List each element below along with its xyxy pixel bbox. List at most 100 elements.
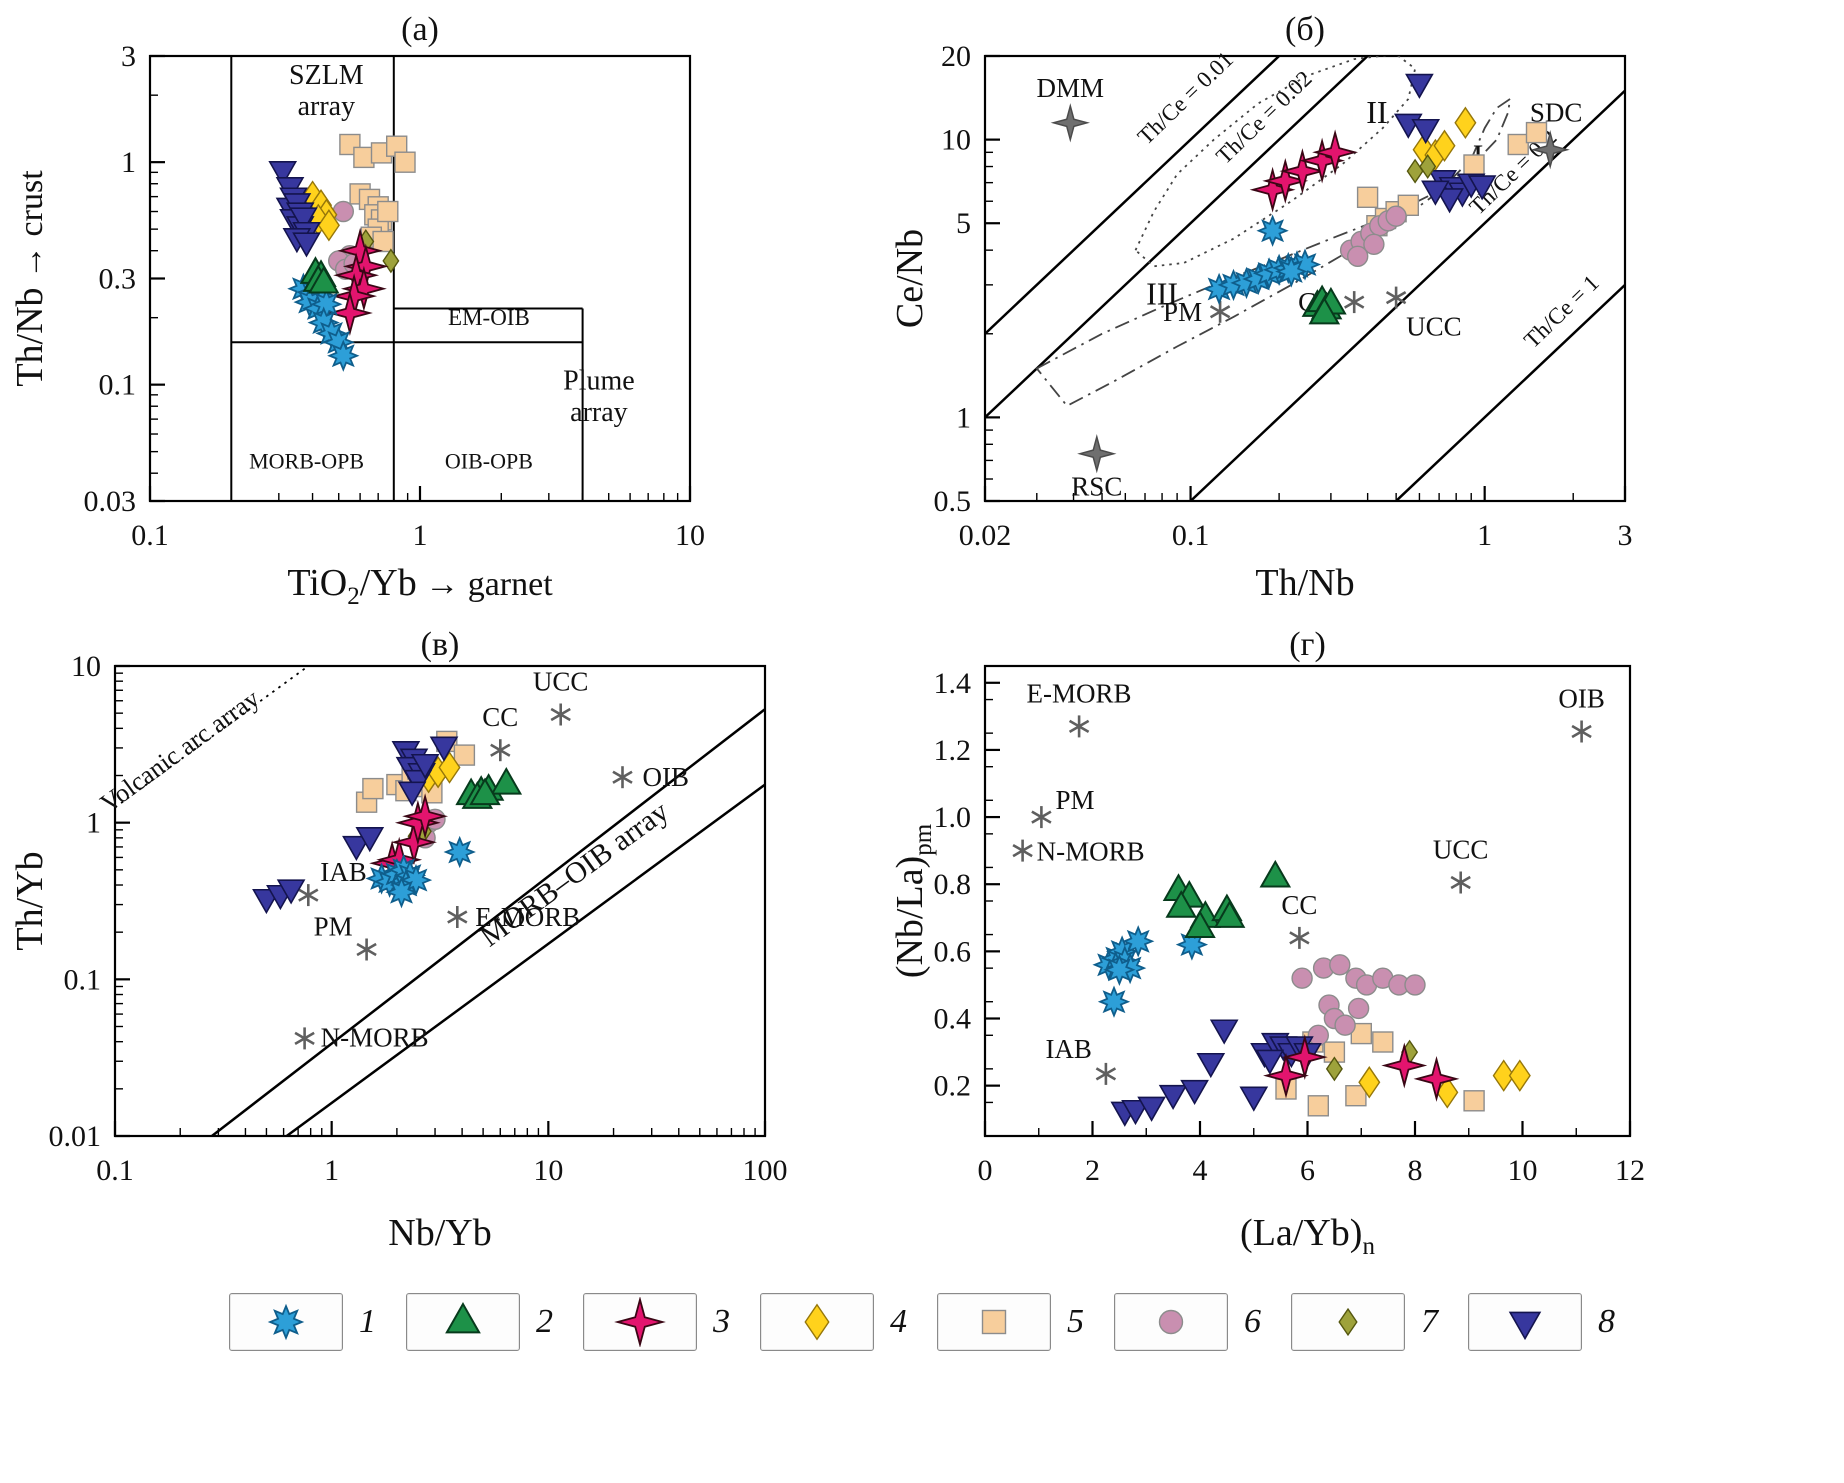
plot-frame — [983, 54, 1627, 503]
ref-point-CC: CC — [482, 702, 518, 762]
y-tick-label: 1 — [121, 146, 136, 179]
y-axis-title: (Nb/La)pm — [889, 823, 937, 978]
legend-number: 5 — [1067, 1303, 1084, 1340]
x-axis-title: Th/Nb — [1255, 562, 1354, 604]
legend-box-3 — [583, 1293, 697, 1351]
tan-square — [362, 777, 384, 800]
series-s2 — [1162, 859, 1292, 938]
ref-point-N-MORB: N-MORB — [1012, 837, 1145, 867]
ref-label: DMM — [1037, 73, 1105, 103]
legend-box-1 — [229, 1293, 343, 1351]
x-tick-label: 1 — [1477, 519, 1492, 552]
yellow-diamond — [804, 1303, 830, 1341]
ref-label: N-MORB — [321, 1022, 429, 1052]
ref-label: N-MORB — [1037, 837, 1145, 867]
navy-inverted-triangle — [342, 835, 371, 862]
navy-inverted-triangle — [289, 207, 318, 233]
ref-point-E-MORB: E-MORB — [447, 902, 580, 932]
x-tick-label: 8 — [1408, 1154, 1423, 1187]
gray-asterisk — [1209, 300, 1231, 323]
crimson-four-point-star — [391, 819, 437, 866]
ref-point-PM: PM — [1031, 785, 1094, 829]
x-tick-label: 12 — [1615, 1154, 1645, 1187]
tan-square — [394, 151, 416, 173]
ref-label: PM — [1055, 785, 1094, 815]
blue-eight-point-star — [1256, 214, 1289, 247]
tan-square — [1463, 1090, 1485, 1112]
navy-inverted-triangle — [1158, 1084, 1188, 1111]
blue-eight-point-star — [1122, 925, 1155, 958]
green-triangle — [490, 766, 523, 795]
navy-inverted-triangle — [1209, 1019, 1239, 1045]
series-s5 — [339, 133, 416, 253]
gray-four-point-star — [1077, 434, 1117, 474]
gray-asterisk — [298, 884, 319, 907]
legend-item-3: 3 — [583, 1293, 730, 1351]
olive-diamond — [1338, 1307, 1358, 1337]
y-tick-label: 0.1 — [99, 369, 137, 402]
ref-label: PM — [1163, 297, 1202, 327]
series-s1 — [365, 835, 476, 909]
navy-inverted-triangle — [1121, 1099, 1150, 1126]
olive-diamond — [382, 248, 400, 274]
y-tick-label: 3 — [121, 40, 136, 73]
y-tick-label: 0.03 — [84, 485, 137, 518]
panel-g-chart: (г) 0 2 4 6 8 10 12 0.2 0.4 0.6 0.8 1.0 1.2 1.4 (La/Yb)… — [889, 626, 1645, 1260]
navy-inverted-triangle — [410, 753, 440, 780]
x-tick-label: 0 — [978, 1154, 993, 1187]
y-axis: 0.5 1 5 10 20 — [934, 40, 1000, 518]
legend-number: 8 — [1598, 1303, 1615, 1340]
green-triangle — [1213, 900, 1246, 928]
legend-item-1: 1 — [229, 1293, 376, 1351]
legend-number: 4 — [890, 1303, 907, 1340]
ref-point-CC: CC — [1281, 890, 1317, 949]
reference-lines — [230, 56, 584, 501]
ref-label: UCC — [533, 667, 589, 697]
navy-inverted-triangle — [1137, 1096, 1166, 1122]
mauve-circle — [1158, 1309, 1184, 1335]
y-axis-title: Th/Nb → crust — [9, 170, 51, 387]
legend-symbol-4 — [804, 1303, 830, 1341]
annotation: Volcanic arc array — [95, 684, 265, 818]
legend-box-6 — [1114, 1293, 1228, 1351]
y-tick-label: 0.6 — [934, 935, 972, 968]
legend-box-5 — [937, 1293, 1051, 1351]
panel-a: (а) 0.1 1 10 0.03 0.1 0.3 1 3 TiO2/Yb → garnet Th/… — [0, 6, 880, 621]
series-s1 — [1202, 214, 1322, 306]
green-triangle — [307, 265, 340, 294]
series-s2 — [1301, 284, 1347, 325]
crimson-four-point-star — [402, 793, 449, 840]
navy-inverted-triangle — [1421, 180, 1450, 206]
crimson-four-point-star — [1263, 1052, 1309, 1099]
ref-label: E-MORB — [1027, 678, 1132, 708]
x-tick-label: 6 — [1300, 1154, 1315, 1187]
legend-box-2 — [406, 1293, 520, 1351]
crimson-four-point-star — [1381, 1042, 1428, 1089]
mauve-circle — [332, 200, 354, 223]
y-axis-title: Th/Yb — [9, 851, 51, 950]
panel-title: (в) — [421, 626, 460, 663]
y-tick-label: 0.8 — [934, 868, 972, 901]
mauve-circle — [1291, 967, 1313, 989]
gray-asterisk — [1031, 806, 1052, 829]
navy-inverted-triangle — [1411, 118, 1441, 145]
navy-inverted-triangle — [1405, 73, 1434, 99]
navy-inverted-triangle — [1196, 1052, 1226, 1079]
ref-label: UCC — [1433, 835, 1489, 865]
panel-v-chart: (в)0.1 1 10 1000.010.1110Nb/YbTh/YbVolcanic… — [9, 626, 788, 1254]
y-tick-label: 1 — [956, 401, 971, 434]
gray-asterisk — [356, 938, 377, 961]
figure: (а) 0.1 1 10 0.03 0.1 0.3 1 3 TiO2/Yb → garnet Th/… — [0, 6, 1645, 1351]
navy-inverted-triangle — [1467, 175, 1497, 201]
olive-diamond — [1419, 154, 1437, 179]
ref-point-RSC: RSC — [1071, 434, 1122, 502]
series-s3 — [1263, 1034, 1460, 1102]
series-s6 — [1291, 954, 1426, 1046]
tan-square — [1307, 1095, 1329, 1117]
gray-asterisk — [1012, 839, 1033, 862]
y-tick-label: 1.4 — [934, 667, 972, 700]
mauve-circle — [1347, 997, 1370, 1020]
x-axis-title: Nb/Yb — [388, 1212, 491, 1254]
x-tick-label: 10 — [675, 519, 705, 552]
series-s4 — [1358, 1059, 1531, 1109]
